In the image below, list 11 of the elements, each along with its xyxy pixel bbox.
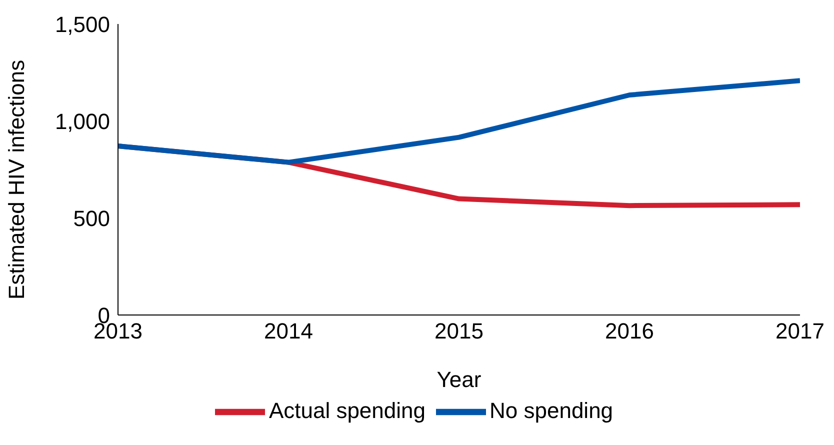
x-tick-label: 2014 [264,318,313,344]
y-axis-title: Estimated HIV infections [4,60,29,300]
y-tick-label: 1,500 [54,12,110,37]
x-axis-title: Year [436,367,482,392]
x-tick-label: 2016 [605,318,654,344]
x-tick-label: 2015 [434,318,484,344]
y-tick-label: 1,000 [54,108,110,134]
legend-label: No spending [490,398,614,423]
y-tick-label: 500 [73,206,110,231]
legend-label: Actual spending [268,398,426,423]
x-tick-label: 2017 [776,318,824,344]
